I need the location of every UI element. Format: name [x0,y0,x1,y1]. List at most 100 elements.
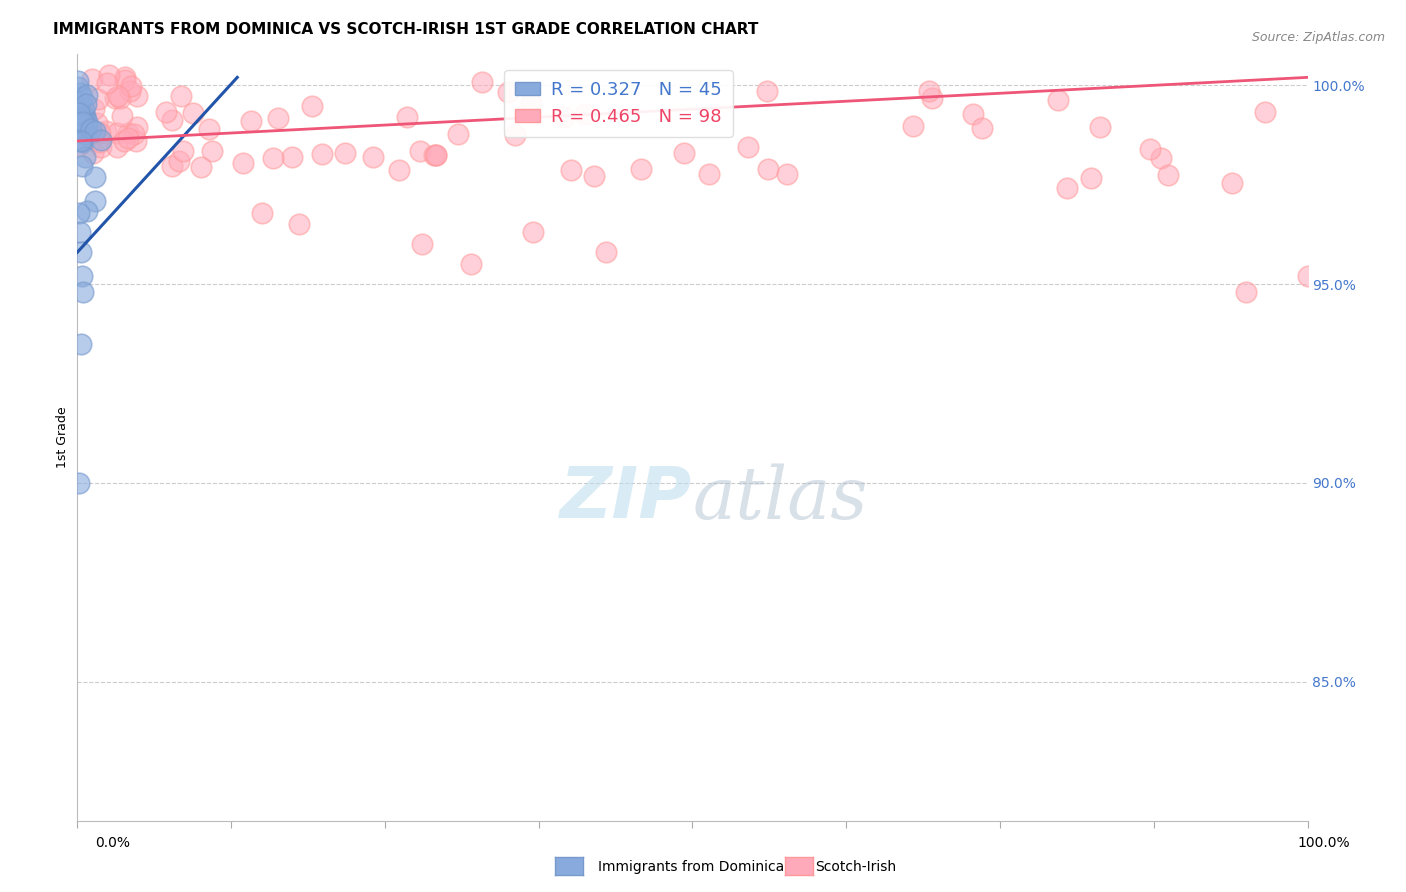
Point [673,145,696,160]
Point [73,102,96,116]
Point [1234,285,1257,299]
Point [170,89,193,103]
Point [104,90,127,104]
Text: Immigrants from Dominica: Immigrants from Dominica [598,860,783,874]
Point [125,89,148,103]
Point [89,127,111,141]
Legend: R = 0.327   N = 45, R = 0.465   N = 98: R = 0.327 N = 45, R = 0.465 N = 98 [505,70,733,136]
Point [84,194,107,208]
Point [1149,152,1171,166]
Point [1220,176,1243,190]
Point [70,112,93,126]
Point [155,105,177,120]
Point [447,128,470,142]
Point [72,135,94,149]
Point [67,205,90,219]
Point [125,134,148,148]
Point [460,257,482,271]
Point [574,107,596,121]
Point [70,159,93,173]
Point [1139,142,1161,156]
Point [72,115,94,129]
Point [67,106,90,120]
Point [117,126,139,140]
Point [197,122,219,136]
Point [901,120,924,134]
Point [181,106,204,120]
Point [553,110,575,124]
Point [80,121,103,136]
Point [232,156,254,170]
Point [70,245,93,260]
Point [471,75,494,89]
Point [111,110,134,124]
Point [75,119,97,133]
Point [87,92,110,106]
Point [69,86,91,100]
Point [1296,269,1319,284]
Point [737,139,759,153]
Point [70,90,93,104]
Point [281,150,304,164]
Point [72,107,94,121]
Point [76,88,98,103]
Point [583,169,606,183]
Point [67,475,90,490]
Point [120,85,142,99]
Point [112,134,135,148]
Point [69,114,91,128]
Point [69,112,91,126]
Point [89,135,111,149]
Point [918,84,941,98]
Point [67,120,90,135]
Point [333,145,356,160]
Text: ZIP: ZIP [560,464,693,533]
Point [70,336,93,351]
Point [72,110,94,124]
Point [172,144,194,158]
Point [114,73,136,87]
Point [595,245,617,260]
Point [200,144,222,158]
Point [72,285,94,299]
Point [84,123,107,137]
Point [167,153,190,168]
Point [240,114,263,128]
Point [69,126,91,140]
Point [108,91,131,105]
Text: Source: ZipAtlas.com: Source: ZipAtlas.com [1251,31,1385,45]
Point [1254,105,1277,120]
Point [190,161,212,175]
Point [96,76,118,90]
Point [69,101,91,115]
Point [73,150,96,164]
Point [962,107,984,121]
Point [72,123,94,137]
Text: 100.0%: 100.0% [1298,836,1350,850]
Point [117,130,139,145]
Point [72,114,94,128]
Point [970,121,993,136]
Point [250,205,273,219]
Point [67,138,90,153]
Point [301,98,323,112]
Text: 0.0%: 0.0% [96,836,131,850]
Point [361,150,384,164]
Point [69,226,91,240]
Point [288,218,311,232]
Point [107,89,129,103]
Text: Scotch-Irish: Scotch-Irish [815,860,897,874]
Point [75,96,97,111]
Point [160,159,183,173]
Point [756,84,779,98]
Point [105,127,128,141]
Point [76,204,98,219]
Point [311,147,333,161]
Point [1080,171,1102,186]
Point [411,237,433,252]
Point [423,148,446,162]
Point [425,148,447,162]
Point [560,163,582,178]
Point [262,152,284,166]
Point [69,95,91,109]
